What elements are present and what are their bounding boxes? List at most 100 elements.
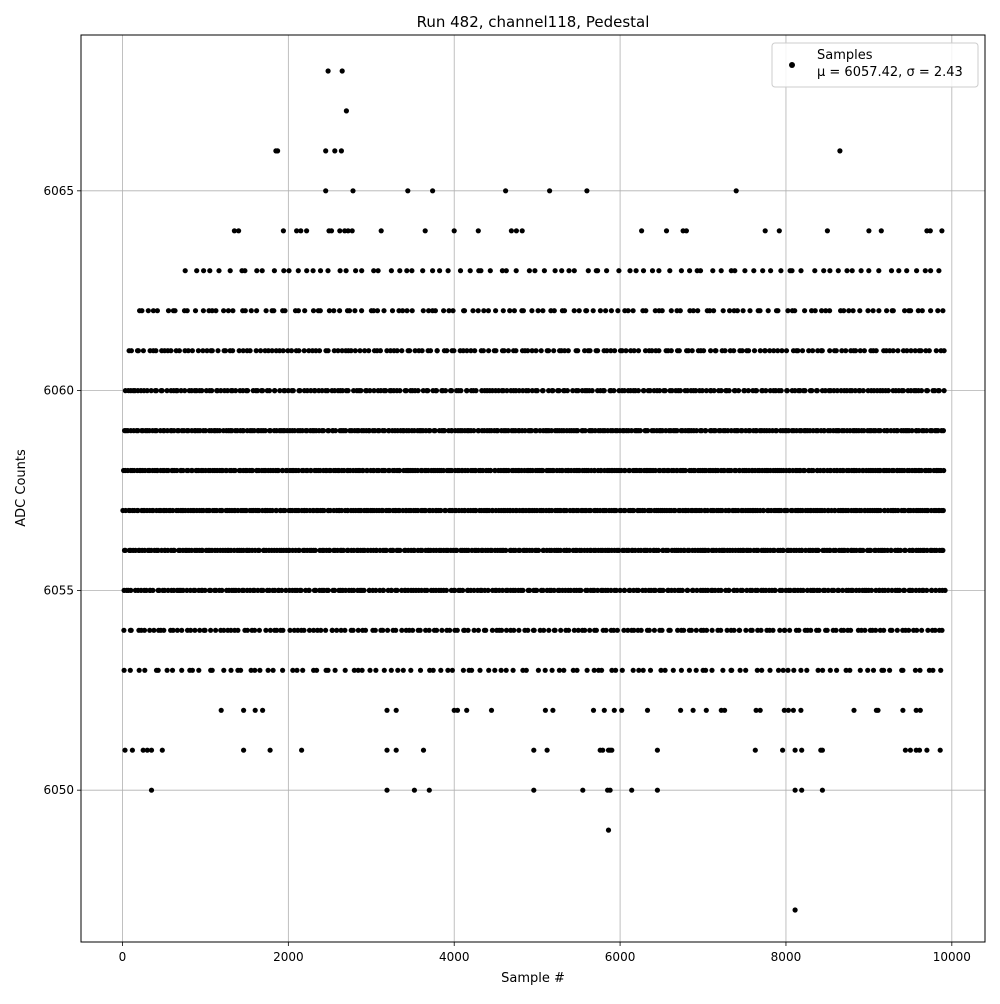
data-point <box>172 308 177 313</box>
data-point <box>241 708 246 713</box>
data-point <box>536 308 541 313</box>
data-point <box>493 348 498 353</box>
data-point <box>460 588 465 593</box>
data-point <box>291 388 296 393</box>
data-point <box>678 388 683 393</box>
data-point <box>271 308 276 313</box>
data-point <box>679 668 684 673</box>
data-point <box>792 308 797 313</box>
data-point <box>701 348 706 353</box>
data-point <box>636 348 641 353</box>
data-point <box>789 268 794 273</box>
data-point <box>591 708 596 713</box>
data-point <box>603 628 608 633</box>
data-point <box>160 748 165 753</box>
data-point <box>146 308 151 313</box>
data-point <box>902 588 907 593</box>
data-point <box>338 268 343 273</box>
data-point <box>768 268 773 273</box>
data-point <box>437 268 442 273</box>
data-point <box>245 388 250 393</box>
data-point <box>350 228 355 233</box>
data-point <box>919 628 924 633</box>
data-point <box>871 308 876 313</box>
data-point <box>590 388 595 393</box>
data-point <box>243 308 248 313</box>
data-point <box>393 628 398 633</box>
data-point <box>712 388 717 393</box>
data-point <box>603 308 608 313</box>
data-point <box>359 308 364 313</box>
data-point <box>942 348 947 353</box>
data-point <box>743 628 748 633</box>
data-point <box>913 668 918 673</box>
data-point <box>919 388 924 393</box>
data-point <box>704 628 709 633</box>
data-point <box>599 668 604 673</box>
data-point <box>264 308 269 313</box>
data-point <box>346 388 351 393</box>
data-point <box>444 588 449 593</box>
data-point <box>182 388 187 393</box>
data-point <box>529 308 534 313</box>
data-point <box>787 628 792 633</box>
data-point <box>780 748 785 753</box>
data-point <box>938 668 943 673</box>
data-point <box>168 348 173 353</box>
data-point <box>936 268 941 273</box>
data-point <box>862 628 867 633</box>
data-point <box>713 348 718 353</box>
data-point <box>332 148 337 153</box>
data-point <box>381 308 386 313</box>
data-point <box>629 788 634 793</box>
data-point <box>342 628 347 633</box>
data-point <box>130 748 135 753</box>
data-point <box>268 748 273 753</box>
data-point <box>847 668 852 673</box>
data-point <box>230 348 235 353</box>
data-point <box>710 268 715 273</box>
data-point <box>179 668 184 673</box>
data-point <box>631 668 636 673</box>
data-point <box>263 628 268 633</box>
data-point <box>656 348 661 353</box>
data-point <box>486 308 491 313</box>
data-point <box>129 348 134 353</box>
x-tick-label: 6000 <box>605 950 636 964</box>
data-point <box>669 308 674 313</box>
data-point <box>420 348 425 353</box>
data-point <box>781 668 786 673</box>
data-point <box>813 308 818 313</box>
data-point <box>552 308 557 313</box>
data-point <box>925 628 930 633</box>
data-point <box>876 268 881 273</box>
data-point <box>223 348 228 353</box>
data-point <box>404 308 409 313</box>
data-point <box>595 348 600 353</box>
data-point <box>747 308 752 313</box>
data-point <box>776 668 781 673</box>
data-point <box>766 308 771 313</box>
data-point <box>800 348 805 353</box>
data-point <box>924 588 929 593</box>
data-point <box>520 588 525 593</box>
data-point <box>689 628 694 633</box>
data-point <box>833 628 838 633</box>
data-point <box>390 308 395 313</box>
data-point <box>455 628 460 633</box>
data-point <box>509 228 514 233</box>
data-point <box>655 788 660 793</box>
data-point <box>375 308 380 313</box>
data-point <box>122 668 127 673</box>
data-point <box>770 628 775 633</box>
data-point <box>566 348 571 353</box>
data-point <box>468 268 473 273</box>
data-point <box>213 308 218 313</box>
data-point <box>641 268 646 273</box>
data-point <box>918 348 923 353</box>
data-point <box>577 308 582 313</box>
data-point <box>793 748 798 753</box>
data-point <box>584 308 589 313</box>
data-point <box>389 268 394 273</box>
data-point <box>382 668 387 673</box>
